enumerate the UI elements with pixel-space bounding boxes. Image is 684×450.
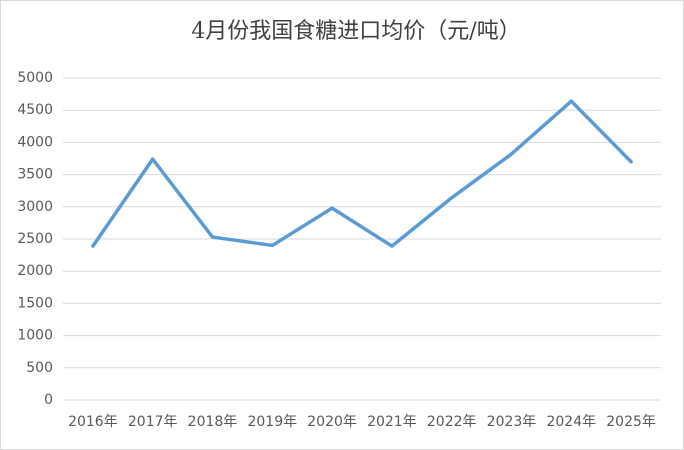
- y-tick-label: 1500: [17, 295, 53, 311]
- y-tick-label: 3000: [17, 199, 53, 215]
- x-tick-label: 2018年: [188, 414, 238, 430]
- x-tick-label: 2017年: [128, 414, 178, 430]
- x-tick-label: 2019年: [247, 414, 297, 430]
- y-tick-label: 0: [44, 392, 53, 408]
- y-tick-label: 4000: [17, 134, 53, 150]
- y-tick-label: 4500: [17, 102, 53, 118]
- y-tick-label: 1000: [17, 328, 53, 344]
- y-tick-label: 500: [26, 360, 53, 376]
- x-tick-label: 2016年: [68, 414, 118, 430]
- y-tick-label: 3500: [17, 167, 53, 183]
- chart-title: 4月份我国食糖进口均价（元/吨）: [191, 19, 520, 44]
- x-tick-label: 2023年: [487, 414, 537, 430]
- y-tick-label: 2500: [17, 231, 53, 247]
- x-tick-label: 2022年: [427, 414, 477, 430]
- y-tick-label: 2000: [17, 263, 53, 279]
- data-line: [91, 99, 633, 248]
- x-tick-label: 2021年: [367, 414, 417, 430]
- y-tick-label: 5000: [17, 70, 53, 86]
- x-tick-label: 2024年: [546, 414, 596, 430]
- x-tick-label: 2020年: [307, 414, 357, 430]
- x-tick-label: 2025年: [606, 414, 656, 430]
